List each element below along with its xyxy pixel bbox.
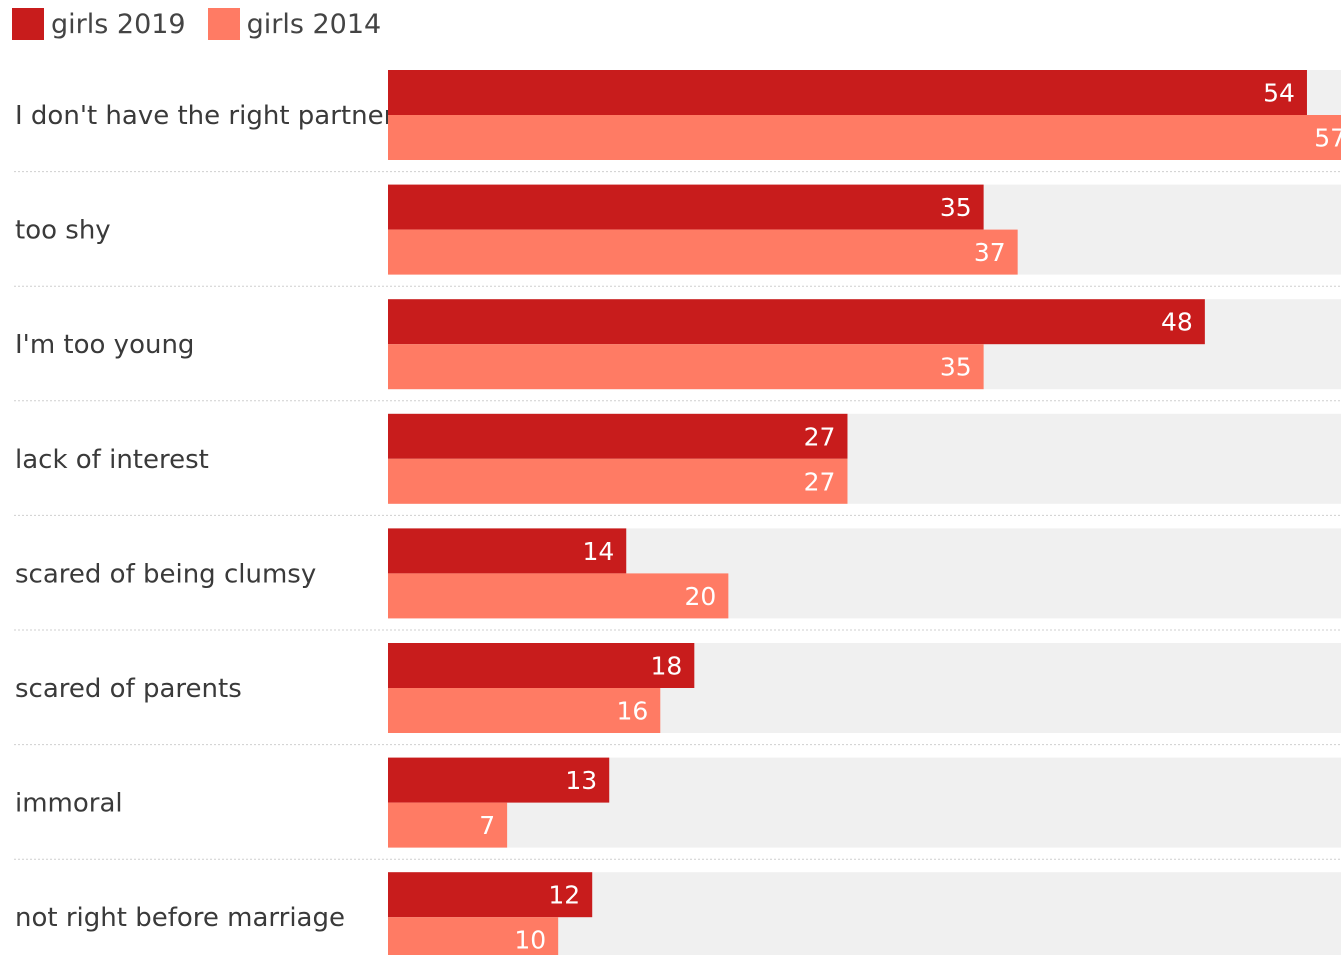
bar-girls-2019 <box>388 184 984 230</box>
legend-label-2014: girls 2014 <box>246 8 382 40</box>
category-label: too shy <box>15 216 111 246</box>
data-label: 35 <box>940 193 972 222</box>
category-label: scared of being clumsy <box>15 559 316 589</box>
data-label: 16 <box>616 697 648 726</box>
bar-girls-2014 <box>388 344 984 390</box>
legend-item-2019: girls 2019 <box>12 8 186 40</box>
category-label: I don't have the right partner <box>15 101 395 131</box>
data-label: 18 <box>651 652 683 681</box>
data-label: 27 <box>804 467 836 496</box>
data-label: 12 <box>548 881 580 910</box>
data-label: 27 <box>804 422 836 451</box>
bar-girls-2014 <box>388 573 729 619</box>
data-label: 20 <box>685 582 717 611</box>
data-label: 48 <box>1161 308 1193 337</box>
category-label: not right before marriage <box>15 903 345 933</box>
data-label: 7 <box>479 811 495 840</box>
legend-label-2019: girls 2019 <box>51 8 186 40</box>
bar-girls-2019 <box>388 413 848 459</box>
bar-girls-2019 <box>388 757 610 803</box>
bar-girls-2014 <box>388 229 1018 275</box>
data-label: 13 <box>565 766 597 795</box>
category-label: immoral <box>15 789 123 819</box>
data-label: 54 <box>1263 79 1295 108</box>
legend-item-2014: girls 2014 <box>207 8 382 40</box>
data-label: 10 <box>514 926 546 955</box>
bar-girls-2019 <box>388 70 1307 115</box>
bar-girls-2019 <box>388 299 1205 345</box>
category-label: I'm too young <box>15 330 194 360</box>
bar-girls-2019 <box>388 528 627 574</box>
legend-swatch-2014 <box>207 8 240 40</box>
legend: girls 2019 girls 2014 <box>12 6 403 42</box>
data-label: 14 <box>582 537 614 566</box>
bar-girls-2014 <box>388 688 661 733</box>
bar-girls-2014 <box>388 802 508 848</box>
data-label: 35 <box>940 353 972 382</box>
category-label: lack of interest <box>15 445 209 475</box>
bar-girls-2019 <box>388 643 695 688</box>
bar-girls-2014 <box>388 917 559 955</box>
bar-girls-2014 <box>388 458 848 504</box>
data-label: 57 <box>1314 124 1341 153</box>
bar-girls-2019 <box>388 872 593 918</box>
legend-swatch-2019 <box>12 8 44 40</box>
bar-girls-2014 <box>388 115 1341 160</box>
data-label: 37 <box>974 238 1006 267</box>
category-label: scared of parents <box>15 674 242 704</box>
